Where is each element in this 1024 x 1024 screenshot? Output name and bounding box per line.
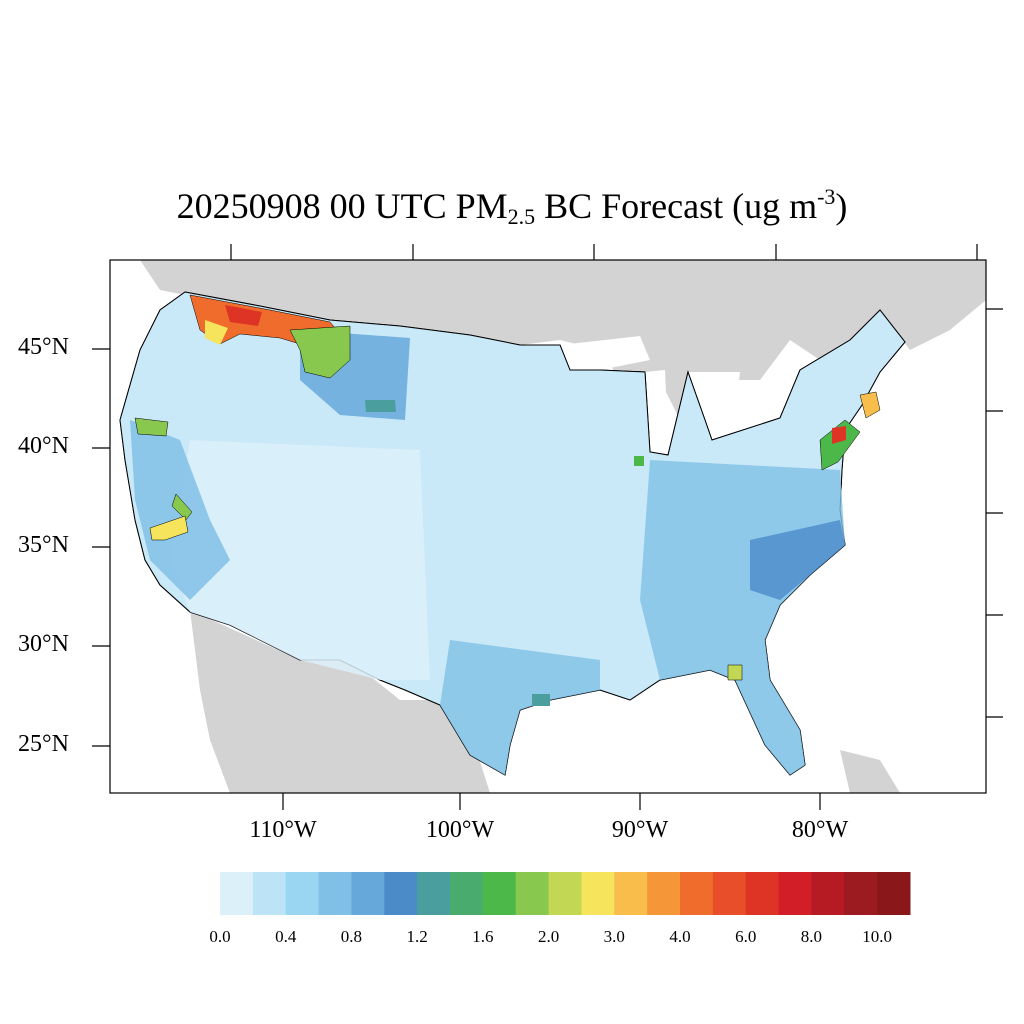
hotspot-texas [532, 694, 550, 706]
colorbar-swatch [417, 872, 451, 915]
colorbar-label: 8.0 [800, 927, 823, 946]
colorbar-label: 0.0 [209, 927, 231, 946]
bottom-ticks [282, 793, 821, 810]
region-gulf-coast-medium [440, 640, 600, 775]
colorbar-swatch [252, 872, 287, 915]
lake-superior [560, 336, 650, 370]
colorbar-label: 0.8 [340, 927, 363, 946]
colorbar-label: 0.4 [275, 927, 297, 946]
hotspot-new-england [859, 391, 881, 419]
hotspot-nyc [832, 426, 846, 444]
colorbar-swatch [384, 872, 418, 915]
hotspot-idaho-red [225, 305, 262, 326]
lat-label-40: 40°N [18, 433, 69, 459]
colorbar-label: 3.0 [603, 927, 625, 946]
hotspot-southern-california [149, 515, 189, 541]
region-southwest-light [170, 440, 430, 680]
colorbar-swatch [581, 872, 615, 915]
colorbar-label: 6.0 [735, 927, 757, 946]
colorbar-label: 1.6 [472, 927, 494, 946]
lat-label-35: 35°N [18, 532, 69, 558]
colorbar-swatch [285, 872, 320, 915]
colorbar [220, 872, 911, 915]
region-carolinas-dark [750, 520, 845, 600]
colorbar-label: 2.0 [537, 927, 560, 946]
hotspot-florida-panhandle [727, 664, 743, 681]
hotspot-idaho-yellow [205, 320, 228, 345]
colorbar-swatch [877, 872, 911, 915]
mexico-land [190, 610, 490, 793]
colorbar-swatch [482, 872, 517, 915]
lon-label-90w: 90°W [611, 817, 669, 843]
colorbar-swatch [647, 872, 681, 915]
colorbar-swatch [614, 872, 648, 915]
lon-label-110w: 110°W [249, 817, 317, 843]
colorbar-swatch [778, 872, 812, 915]
colorbar-swatch [680, 872, 714, 915]
lake-michigan [645, 370, 668, 452]
colorbar-swatch [712, 872, 747, 915]
right-ticks [986, 308, 1003, 718]
canada-land [140, 260, 986, 440]
colorbar-swatch [318, 872, 352, 915]
colorbar-swatch [351, 872, 385, 915]
colorbar-swatch [220, 872, 254, 915]
hotspot-montana-teal [365, 400, 396, 412]
colorbar-swatch [548, 872, 582, 915]
colorbar-label: 4.0 [669, 927, 691, 946]
map-title: 20250908 00 UTC PM2.5 BC Forecast (ug m-… [176, 184, 848, 229]
colorbar-swatch [450, 872, 484, 915]
colorbar-swatch [515, 872, 550, 915]
hotspot-northeast-corridor [819, 419, 861, 471]
hotspot-northern-california [134, 417, 169, 437]
left-ticks [92, 348, 110, 747]
colorbar-swatch [811, 872, 845, 915]
colorbar-label: 1.2 [406, 927, 428, 946]
lon-label-80w: 80°W [791, 817, 849, 843]
lat-label-30: 30°N [18, 631, 69, 657]
lat-label-25: 25°N [18, 731, 69, 757]
colorbar-swatch [745, 872, 780, 915]
lon-label-100w: 100°W [425, 817, 495, 843]
colorbar-label: 10.0 [862, 927, 893, 946]
top-ticks [230, 244, 978, 260]
hotspot-chicago [634, 456, 644, 466]
map-frame [109, 259, 987, 794]
map-area [110, 260, 986, 793]
hotspot-montana-green [289, 325, 351, 379]
lat-label-45: 45°N [18, 334, 69, 360]
colorbar-swatch [844, 872, 878, 915]
cuba-bahamas-land [840, 750, 900, 793]
